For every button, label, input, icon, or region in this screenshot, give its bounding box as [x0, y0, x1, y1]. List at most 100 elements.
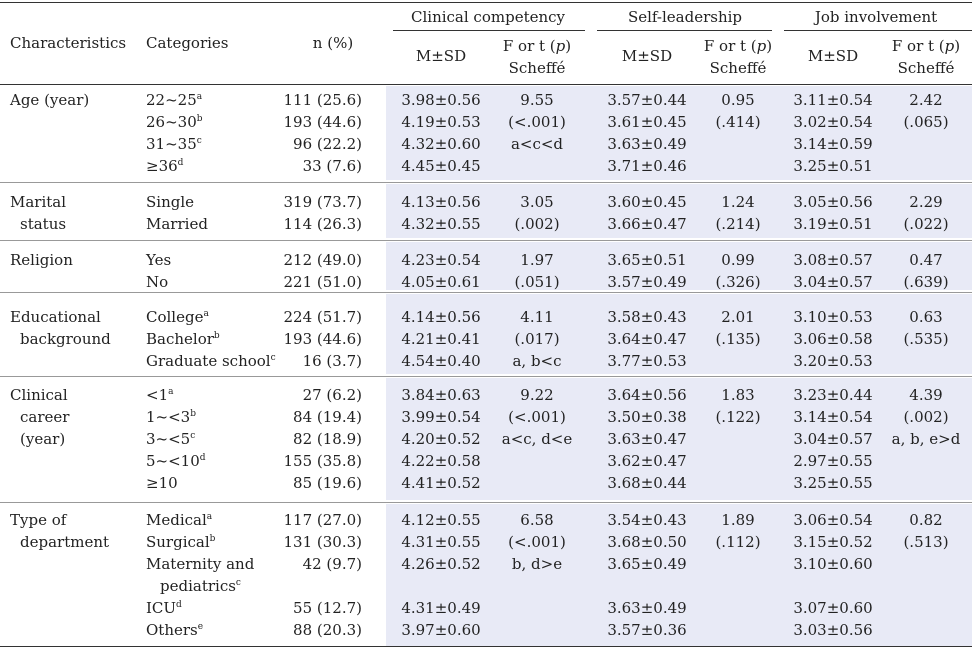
category-label-cont-superscript: c	[235, 578, 241, 588]
job-involvement-f-stat: 0.82	[909, 511, 943, 529]
self-leadership-f-stat: (.214)	[715, 215, 761, 233]
category-label-superscript: a	[196, 92, 203, 102]
clinical-msd-cell: 4.45±0.45	[401, 157, 481, 175]
self-leadership-f-stat: 1.89	[721, 511, 755, 529]
n-percent-cell: 224 (51.7)	[283, 308, 362, 326]
category-label: Otherse	[146, 621, 204, 639]
section-divider	[0, 502, 972, 503]
header-categories: Categories	[146, 34, 229, 52]
shaded-stat-region	[386, 86, 972, 180]
self-leadership-f-stat: (.326)	[715, 273, 761, 291]
clinical-f-stat: (<.001)	[508, 113, 566, 131]
category-label-superscript: b	[196, 114, 203, 124]
category-label-superscript: b	[213, 331, 220, 341]
clinical-f-stat: 6.58	[520, 511, 554, 529]
shaded-stat-region	[386, 378, 972, 500]
category-label: ICUd	[146, 599, 182, 617]
characteristic-label: Marital	[10, 193, 67, 211]
job-involvement-f-stat: a, b, e>d	[891, 430, 961, 448]
self-leadership-msd-cell: 3.65±0.51	[607, 251, 687, 269]
clinical-msd-cell: 4.21±0.41	[401, 330, 481, 348]
clinical-msd-cell: 4.23±0.54	[401, 251, 481, 269]
job-involvement-f-stat: (.639)	[903, 273, 949, 291]
n-percent-cell: 88 (20.3)	[293, 621, 362, 639]
self-leadership-msd-cell: 3.65±0.49	[607, 555, 687, 573]
self-leadership-f-stat: (.112)	[715, 533, 761, 551]
self-leadership-f-stat: (.414)	[715, 113, 761, 131]
clinical-f-stat: (<.001)	[508, 408, 566, 426]
table-bottom-rule	[0, 646, 972, 647]
self-leadership-msd-cell: 3.68±0.50	[607, 533, 687, 551]
section-divider	[0, 182, 972, 183]
n-percent-cell: 131 (30.3)	[283, 533, 362, 551]
clinical-f-stat: 9.22	[520, 386, 554, 404]
n-percent-cell: 16 (3.7)	[302, 352, 362, 370]
group-underline-clinical	[393, 30, 585, 31]
n-percent-cell: 85 (19.6)	[293, 474, 362, 492]
n-percent-cell: 117 (27.0)	[283, 511, 362, 529]
category-label: No	[146, 273, 169, 291]
n-percent-cell: 33 (7.6)	[302, 157, 362, 175]
clinical-msd-cell: 3.98±0.56	[401, 91, 481, 109]
clinical-msd-cell: 4.41±0.52	[401, 474, 481, 492]
n-percent-cell: 212 (49.0)	[283, 251, 362, 269]
clinical-msd-cell: 4.31±0.49	[401, 599, 481, 617]
job-involvement-f-stat: (.065)	[903, 113, 949, 131]
shaded-stat-region	[386, 294, 972, 374]
category-label: Married	[146, 215, 208, 233]
header-n-pct: n (%)	[312, 34, 354, 52]
self-leadership-msd-cell: 3.57±0.49	[607, 273, 687, 291]
clinical-f-stat: (.017)	[514, 330, 560, 348]
n-percent-cell: 193 (44.6)	[283, 113, 362, 131]
job-involvement-msd-cell: 3.19±0.51	[793, 215, 873, 233]
self-leadership-msd-cell: 3.77±0.53	[607, 352, 687, 370]
characteristic-label: Age (year)	[10, 91, 90, 109]
n-percent-cell: 193 (44.6)	[283, 330, 362, 348]
n-percent-cell: 96 (22.2)	[293, 135, 362, 153]
job-involvement-f-stat: (.002)	[903, 408, 949, 426]
characteristic-label: status	[20, 215, 67, 233]
category-label-superscript: e	[197, 622, 204, 632]
job-involvement-msd-cell: 3.04±0.57	[793, 273, 873, 291]
self-leadership-msd-cell: 3.58±0.43	[607, 308, 687, 326]
job-involvement-msd-cell: 3.14±0.59	[793, 135, 873, 153]
clinical-msd-cell: 4.19±0.53	[401, 113, 481, 131]
category-label: Bachelorb	[146, 330, 220, 348]
category-label: 3~<5c	[146, 430, 196, 448]
self-leadership-f-stat: 1.24	[721, 193, 755, 211]
category-label: 1~<3b	[146, 408, 196, 426]
category-label-superscript: c	[196, 136, 202, 146]
header-f-sl: F or t (p)	[703, 37, 773, 55]
job-involvement-msd-cell: 3.10±0.53	[793, 308, 873, 326]
category-label-superscript: a	[203, 309, 209, 319]
characteristic-label: career	[20, 408, 70, 426]
self-leadership-msd-cell: 3.54±0.43	[607, 511, 687, 529]
category-label: Maternity and	[146, 555, 255, 573]
header-f-cc: F or t (p)	[502, 37, 572, 55]
self-leadership-msd-cell: 3.50±0.38	[607, 408, 687, 426]
category-label: Medicala	[146, 511, 213, 529]
job-involvement-msd-cell: 3.11±0.54	[793, 91, 873, 109]
job-involvement-msd-cell: 3.04±0.57	[793, 430, 873, 448]
category-label: Graduate schoolc	[146, 352, 276, 370]
category-label-superscript: b	[190, 409, 196, 419]
section-divider	[0, 376, 972, 377]
job-involvement-msd-cell: 2.97±0.55	[793, 452, 873, 470]
header-scheffe-ji: Scheffé	[897, 59, 955, 77]
self-leadership-f-stat: 0.95	[721, 91, 755, 109]
self-leadership-msd-cell: 3.64±0.47	[607, 330, 687, 348]
clinical-f-stat: a<c<d	[510, 135, 564, 153]
shaded-stat-region	[386, 242, 972, 290]
job-involvement-msd-cell: 3.20±0.53	[793, 352, 873, 370]
self-leadership-f-stat: 2.01	[721, 308, 755, 326]
self-leadership-msd-cell: 3.68±0.44	[607, 474, 687, 492]
self-leadership-msd-cell: 3.60±0.45	[607, 193, 687, 211]
self-leadership-msd-cell: 3.71±0.46	[607, 157, 687, 175]
category-label: Collegea	[146, 308, 209, 326]
clinical-msd-cell: 4.26±0.52	[401, 555, 481, 573]
category-label: ≥10	[146, 474, 178, 492]
category-label-superscript: b	[209, 534, 216, 544]
header-group-self: Self-leadership	[627, 8, 743, 26]
category-label-superscript: c	[190, 431, 196, 441]
